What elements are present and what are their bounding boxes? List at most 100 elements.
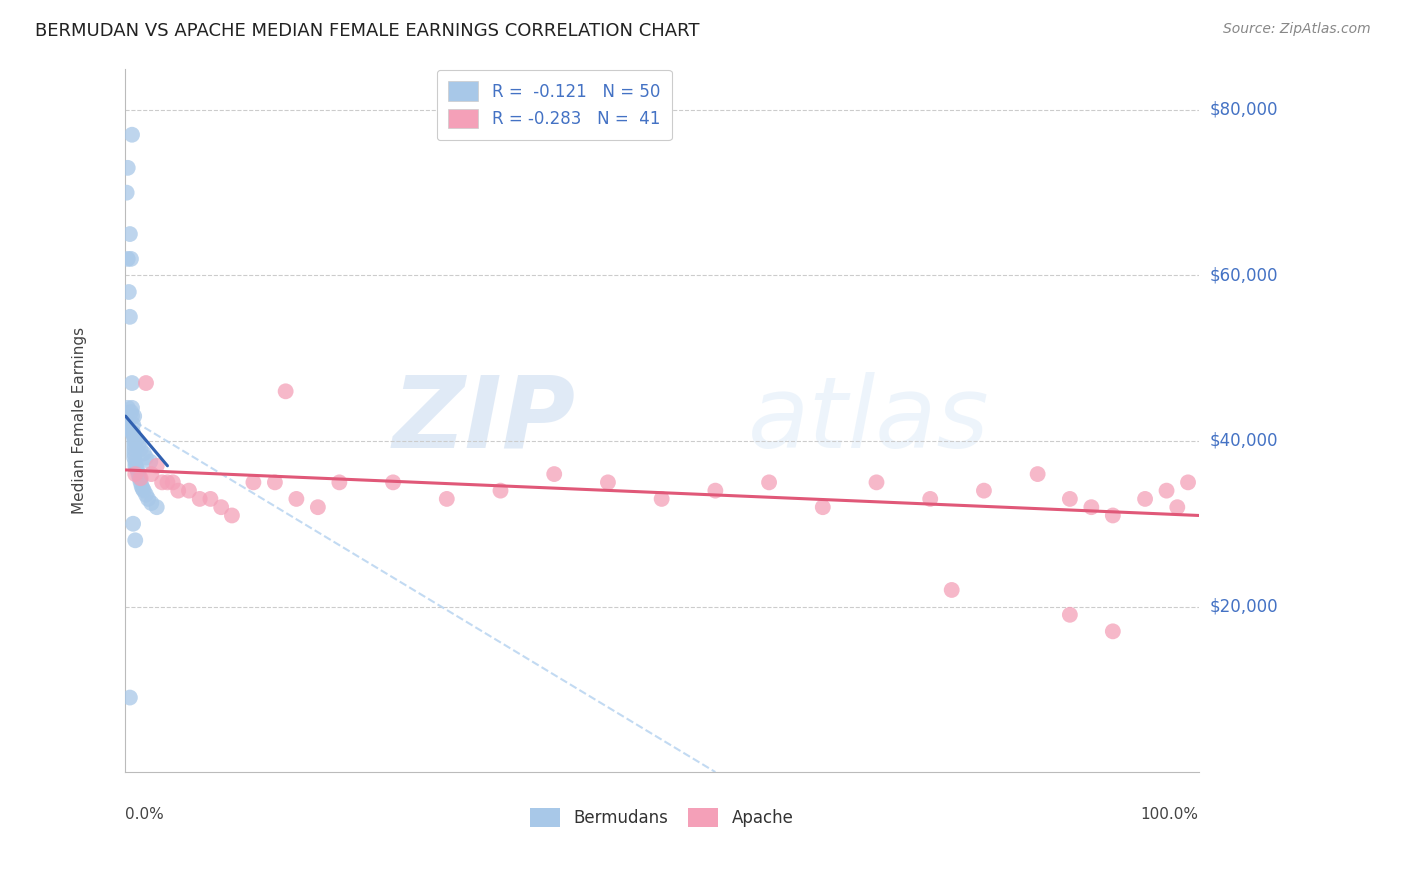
Point bbox=[132, 482, 155, 496]
Point bbox=[1059, 607, 1081, 622]
Point bbox=[124, 467, 146, 481]
Point bbox=[489, 483, 512, 498]
Point bbox=[127, 438, 149, 452]
Point bbox=[129, 475, 152, 490]
Point bbox=[651, 491, 673, 506]
Text: Median Female Earnings: Median Female Earnings bbox=[72, 326, 87, 514]
Text: $80,000: $80,000 bbox=[1211, 101, 1278, 119]
Point bbox=[135, 450, 157, 465]
Point bbox=[132, 446, 155, 460]
Point bbox=[136, 491, 159, 506]
Point bbox=[167, 483, 190, 498]
Point bbox=[125, 460, 148, 475]
Point bbox=[129, 471, 152, 485]
Point bbox=[117, 252, 139, 266]
Point bbox=[128, 471, 150, 485]
Point bbox=[307, 500, 329, 515]
Point bbox=[436, 491, 458, 506]
Point bbox=[122, 446, 145, 460]
Point bbox=[141, 467, 163, 481]
Text: atlas: atlas bbox=[748, 372, 990, 469]
Point bbox=[127, 463, 149, 477]
Point bbox=[200, 491, 222, 506]
Point bbox=[117, 161, 139, 175]
Point bbox=[118, 285, 141, 299]
Point bbox=[122, 417, 145, 432]
Point bbox=[1101, 624, 1123, 639]
Point bbox=[150, 475, 173, 490]
Text: $20,000: $20,000 bbox=[1211, 598, 1278, 615]
Point bbox=[129, 442, 152, 457]
Point bbox=[118, 310, 141, 324]
Point bbox=[122, 516, 145, 531]
Point bbox=[920, 491, 942, 506]
Point bbox=[122, 438, 145, 452]
Point bbox=[118, 421, 141, 435]
Point bbox=[596, 475, 619, 490]
Text: $40,000: $40,000 bbox=[1211, 432, 1278, 450]
Text: BERMUDAN VS APACHE MEDIAN FEMALE EARNINGS CORRELATION CHART: BERMUDAN VS APACHE MEDIAN FEMALE EARNING… bbox=[35, 22, 700, 40]
Text: 100.0%: 100.0% bbox=[1140, 807, 1199, 822]
Point bbox=[328, 475, 350, 490]
Point bbox=[221, 508, 243, 523]
Point bbox=[543, 467, 565, 481]
Point bbox=[121, 128, 143, 142]
Point bbox=[122, 430, 145, 444]
Point bbox=[118, 227, 141, 241]
Point bbox=[177, 483, 200, 498]
Point bbox=[135, 376, 157, 390]
Point bbox=[145, 458, 167, 473]
Point bbox=[124, 458, 146, 473]
Point bbox=[1177, 475, 1199, 490]
Point bbox=[1133, 491, 1156, 506]
Point bbox=[120, 252, 142, 266]
Point bbox=[122, 430, 145, 444]
Point bbox=[121, 425, 143, 440]
Point bbox=[1059, 491, 1081, 506]
Point bbox=[264, 475, 287, 490]
Point bbox=[122, 442, 145, 457]
Point bbox=[758, 475, 780, 490]
Point bbox=[941, 582, 963, 597]
Point bbox=[121, 409, 143, 424]
Point bbox=[285, 491, 308, 506]
Point bbox=[704, 483, 727, 498]
Point bbox=[156, 475, 179, 490]
Point bbox=[141, 496, 163, 510]
Point bbox=[1026, 467, 1049, 481]
Point bbox=[122, 450, 145, 465]
Point bbox=[122, 425, 145, 440]
Point bbox=[209, 500, 232, 515]
Point bbox=[1156, 483, 1178, 498]
Text: 0.0%: 0.0% bbox=[125, 807, 163, 822]
Point bbox=[162, 475, 184, 490]
Point bbox=[1166, 500, 1188, 515]
Point bbox=[145, 500, 167, 515]
Point bbox=[114, 413, 136, 427]
Point bbox=[121, 376, 143, 390]
Point bbox=[131, 479, 153, 493]
Point bbox=[139, 455, 162, 469]
Point bbox=[811, 500, 834, 515]
Point bbox=[121, 401, 143, 415]
Text: Source: ZipAtlas.com: Source: ZipAtlas.com bbox=[1223, 22, 1371, 37]
Point bbox=[117, 401, 139, 415]
Point bbox=[1101, 508, 1123, 523]
Point bbox=[115, 417, 138, 432]
Point bbox=[1080, 500, 1102, 515]
Point bbox=[274, 384, 297, 399]
Point bbox=[973, 483, 995, 498]
Text: $60,000: $60,000 bbox=[1211, 267, 1278, 285]
Point bbox=[865, 475, 887, 490]
Point bbox=[127, 467, 149, 481]
Point bbox=[120, 405, 142, 419]
Text: ZIP: ZIP bbox=[392, 372, 575, 469]
Point bbox=[188, 491, 211, 506]
Point bbox=[242, 475, 264, 490]
Point bbox=[122, 434, 145, 448]
Point bbox=[115, 186, 138, 200]
Point bbox=[125, 434, 148, 448]
Point bbox=[124, 533, 146, 548]
Legend: Bermudans, Apache: Bermudans, Apache bbox=[523, 802, 800, 834]
Point bbox=[122, 409, 145, 424]
